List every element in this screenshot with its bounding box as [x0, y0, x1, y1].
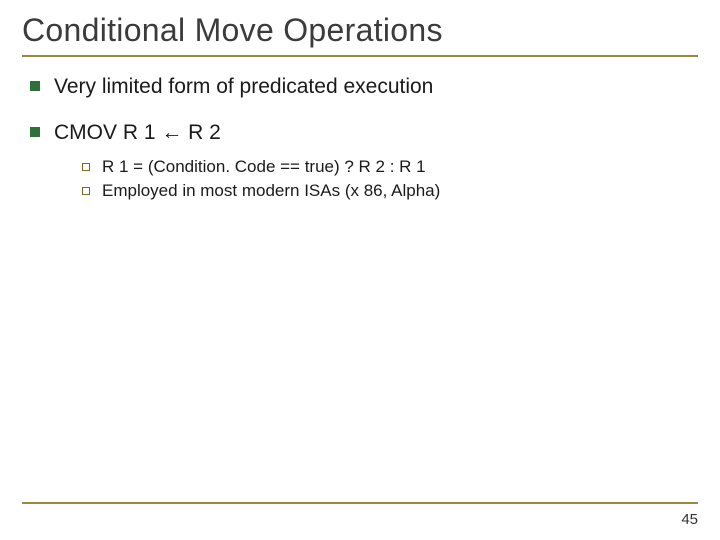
hollow-square-bullet-icon [82, 187, 90, 195]
bullet-level1: Very limited form of predicated executio… [30, 75, 698, 99]
bullet-text: Very limited form of predicated executio… [54, 75, 433, 99]
footer-rule [22, 502, 698, 504]
page-number: 45 [681, 511, 698, 528]
hollow-square-bullet-icon [82, 163, 90, 171]
square-bullet-icon [30, 81, 40, 91]
bullet-level2: R 1 = (Condition. Code == true) ? R 2 : … [82, 157, 698, 177]
bullet-text: Employed in most modern ISAs (x 86, Alph… [102, 181, 440, 201]
slide-title: Conditional Move Operations [22, 12, 698, 49]
bullet-level2: Employed in most modern ISAs (x 86, Alph… [82, 181, 698, 201]
bullet-text: R 1 = (Condition. Code == true) ? R 2 : … [102, 157, 426, 177]
bullet-text: CMOV R 1 ← R 2 [54, 121, 221, 145]
title-rule [22, 55, 698, 57]
square-bullet-icon [30, 127, 40, 137]
bullet-level1: CMOV R 1 ← R 2 [30, 121, 698, 145]
